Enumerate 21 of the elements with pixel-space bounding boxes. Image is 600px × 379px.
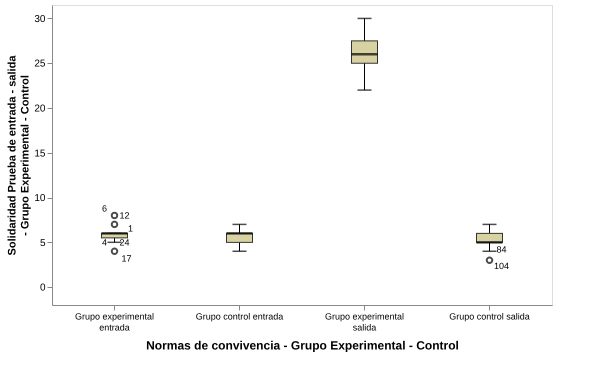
y-axis-title: Solidaridad Prueba de entrada - salida - Grupo Experimental - Control <box>6 54 32 256</box>
y-tick-label: 15 <box>34 148 46 160</box>
x-tick-label: Grupo experimental entrada <box>74 312 154 332</box>
annotation: 6 <box>102 203 108 214</box>
x-axis-title: Normas de convivencia - Grupo Experimental - Control <box>146 338 459 352</box>
y-tick-label: 0 <box>40 282 46 294</box>
annotation: 17 <box>121 253 132 264</box>
y-tick-label: 25 <box>34 58 46 70</box>
annotation: 4 <box>102 237 108 248</box>
y-tick-label: 30 <box>34 14 46 25</box>
annotation: 24 <box>119 237 130 248</box>
annotation: 84 <box>496 244 507 254</box>
y-tick-label: 10 <box>34 193 46 204</box>
x-tick-label: Grupo experimental salida <box>324 312 404 332</box>
x-tick-label: Grupo control entrada <box>196 312 284 322</box>
y-tick-label: 20 <box>34 103 46 114</box>
annotation: 1 <box>128 223 134 234</box>
annotation: 12 <box>119 210 130 220</box>
y-tick-label: 5 <box>40 238 46 249</box>
annotation: 104 <box>494 261 510 272</box>
x-tick-label: Grupo control salida <box>449 312 530 322</box>
